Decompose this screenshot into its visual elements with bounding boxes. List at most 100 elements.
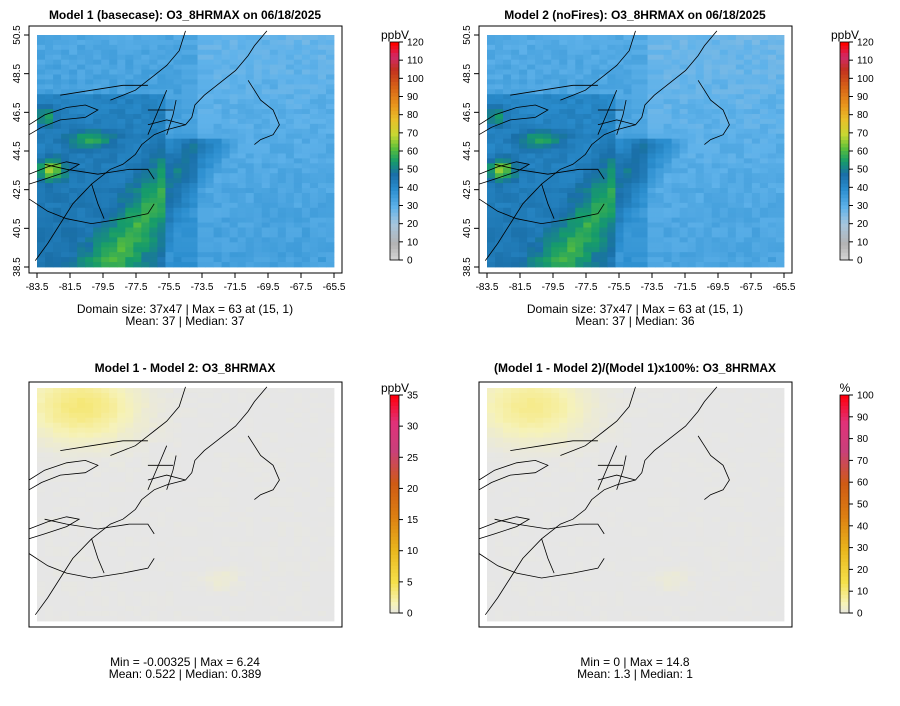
heatmap-cell — [631, 158, 640, 164]
heatmap-cell — [109, 247, 118, 253]
heatmap-cell — [93, 207, 102, 214]
colorbar-swatch — [840, 49, 849, 54]
heatmap-cell — [61, 89, 70, 95]
heatmap-cell — [133, 118, 142, 125]
heatmap-cell — [245, 109, 255, 115]
heatmap-cell — [495, 138, 504, 144]
heatmap-cell — [495, 168, 504, 174]
heatmap-cell — [679, 262, 689, 268]
heatmap-cell — [751, 84, 761, 90]
heatmap-cell — [53, 44, 62, 51]
heatmap-cell — [615, 79, 624, 85]
heatmap-cell — [583, 197, 592, 204]
heatmap-cell — [695, 247, 705, 253]
heatmap-cell — [245, 94, 255, 100]
heatmap-cell — [703, 237, 713, 243]
heatmap-cell — [623, 79, 632, 85]
heatmap-cell — [527, 217, 536, 223]
heatmap-cell — [149, 89, 158, 95]
heatmap-cell — [133, 197, 142, 204]
heatmap-cell — [631, 79, 640, 85]
y-tick-label: 48.5 — [12, 63, 23, 83]
heatmap-cell — [93, 541, 102, 548]
heatmap-cell — [519, 153, 528, 159]
heatmap-cell — [77, 521, 86, 528]
heatmap-cell — [77, 202, 86, 209]
heatmap-cell — [45, 442, 54, 448]
heatmap-cell — [133, 596, 142, 602]
heatmap-cell — [639, 257, 648, 263]
heatmap-cell — [109, 591, 118, 597]
heatmap-cell — [229, 526, 239, 533]
heatmap-cell — [519, 173, 528, 179]
heatmap-cell — [181, 109, 190, 115]
heatmap-cell — [181, 611, 190, 617]
heatmap-cell — [133, 531, 142, 538]
heatmap-cell — [197, 84, 206, 90]
heatmap-cell — [719, 69, 729, 75]
heatmap-cell — [37, 531, 46, 538]
heatmap-cell — [775, 143, 785, 149]
heatmap-cell — [261, 89, 271, 95]
heatmap-cell — [253, 99, 263, 105]
heatmap-cell — [743, 237, 753, 243]
heatmap-cell — [141, 143, 150, 149]
heatmap-cell — [671, 188, 681, 194]
heatmap-cell — [165, 222, 174, 228]
heatmap-cell — [197, 412, 206, 419]
heatmap-cell — [293, 222, 303, 228]
heatmap-cell — [703, 99, 713, 105]
heatmap-cell — [149, 407, 158, 414]
heatmap-cell — [125, 571, 134, 577]
heatmap-cell — [325, 183, 335, 189]
heatmap-cell — [237, 227, 247, 233]
heatmap-cell — [567, 237, 576, 243]
heatmap-cell — [149, 531, 158, 538]
heatmap-cell — [269, 252, 279, 258]
heatmap-cell — [205, 506, 214, 513]
heatmap-cell — [679, 163, 689, 169]
heatmap-cell — [261, 163, 271, 169]
heatmap-cell — [45, 242, 54, 248]
heatmap-cell — [623, 202, 632, 209]
heatmap-cell — [125, 551, 134, 557]
heatmap-cell — [205, 581, 214, 587]
heatmap-cell — [205, 452, 214, 458]
heatmap-cell — [743, 217, 753, 223]
heatmap-cell — [213, 606, 223, 612]
heatmap-cell — [197, 109, 206, 115]
heatmap-cell — [37, 69, 46, 75]
state-boundary — [494, 163, 605, 180]
heatmap-cell — [575, 257, 584, 263]
heatmap-cell — [639, 207, 648, 214]
heatmap-cell — [189, 35, 198, 41]
heatmap-cell — [77, 222, 86, 228]
heatmap-cell — [69, 596, 78, 602]
heatmap-cell — [205, 39, 214, 46]
heatmap-cell — [751, 35, 761, 41]
heatmap-cell — [101, 118, 110, 125]
heatmap-cell — [639, 143, 648, 149]
heatmap-cell — [519, 247, 528, 253]
heatmap-cell — [221, 492, 231, 498]
heatmap-cell — [157, 526, 166, 533]
heatmap-cell — [711, 104, 721, 110]
heatmap-cell — [663, 237, 673, 243]
heatmap-cell — [77, 163, 86, 169]
heatmap-cell — [301, 232, 311, 238]
heatmap-cell — [181, 192, 190, 199]
heatmap-cell — [663, 212, 673, 219]
heatmap-cell — [85, 482, 94, 488]
heatmap-cell — [647, 84, 656, 90]
heatmap-cell — [671, 192, 681, 199]
heatmap-cell — [639, 54, 648, 61]
heatmap-cell — [559, 89, 568, 95]
heatmap-cell — [125, 487, 134, 493]
heatmap-cell — [575, 44, 584, 51]
heatmap-cell — [301, 74, 311, 80]
heatmap-cell — [253, 64, 263, 70]
heatmap-cell — [125, 422, 134, 429]
heatmap-cell — [679, 99, 689, 105]
heatmap-cell — [85, 462, 94, 468]
heatmap-cell — [567, 69, 576, 75]
